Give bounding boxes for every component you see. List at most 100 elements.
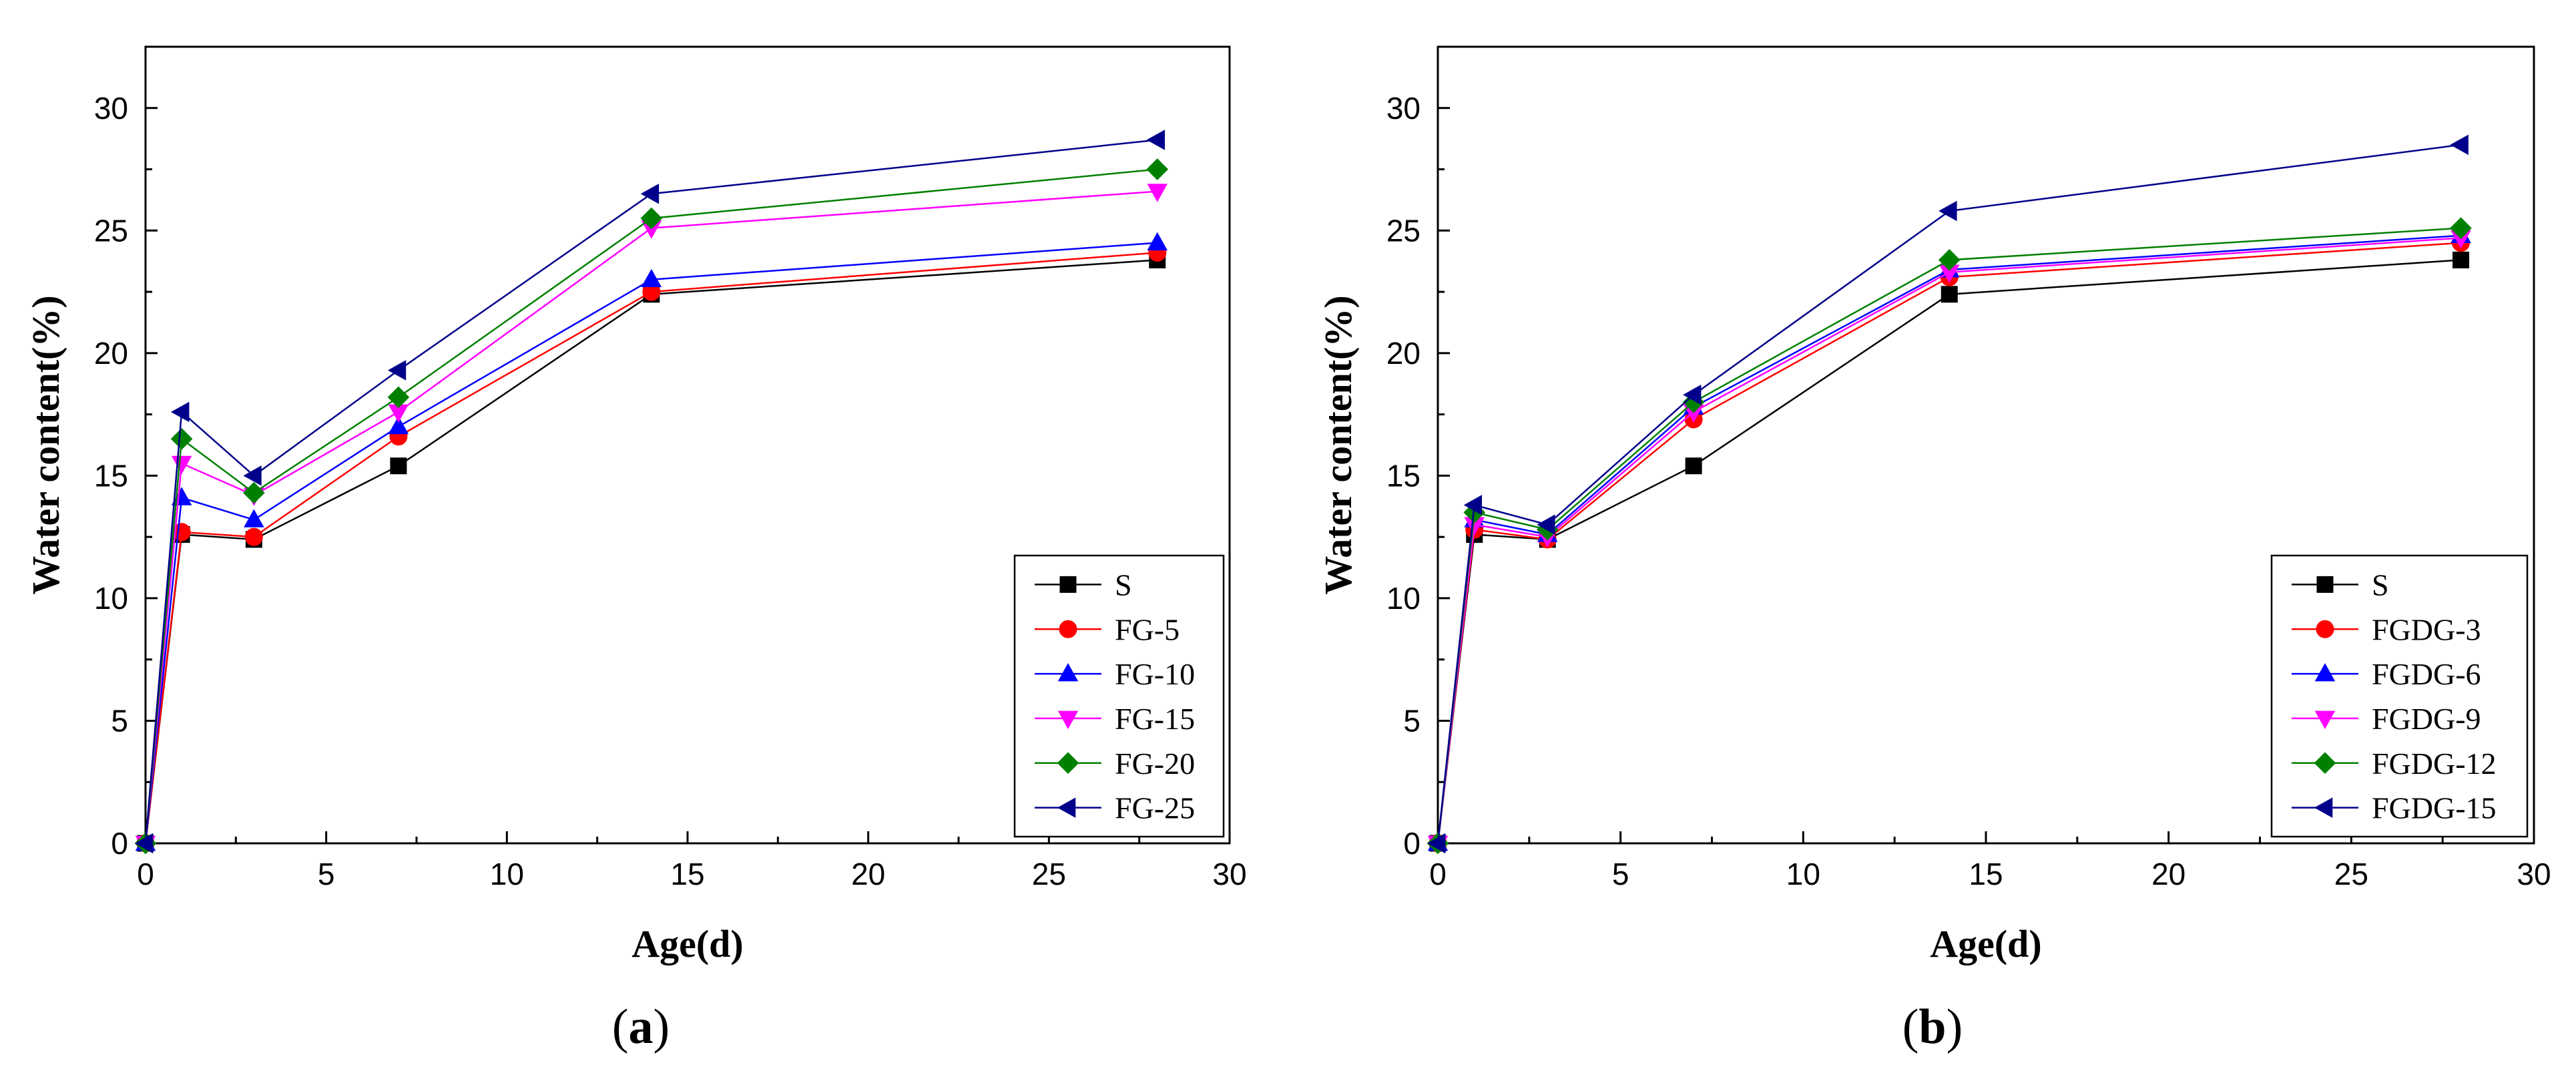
legend-item: FG-15 — [1035, 702, 1195, 736]
data-point — [1938, 249, 1961, 271]
y-tick-label: 20 — [1386, 336, 1421, 371]
legend-item: S — [2292, 568, 2389, 602]
series-FG-20 — [134, 158, 1169, 855]
x-tick-label: 20 — [2151, 857, 2185, 891]
x-tick-label: 20 — [851, 857, 885, 891]
legend-marker — [2314, 752, 2336, 775]
x-tick-label: 25 — [2334, 857, 2368, 891]
y-tick-label: 30 — [1386, 91, 1421, 126]
data-point — [2453, 251, 2470, 268]
data-point — [641, 268, 662, 288]
y-tick-label: 0 — [111, 826, 128, 861]
x-tick-label: 30 — [1212, 857, 1246, 891]
legend-label: S — [1115, 568, 1132, 602]
series-FGDG-15 — [1427, 134, 2469, 854]
legend-marker — [1057, 797, 1076, 818]
legend-item: S — [1035, 568, 1132, 602]
legend-marker — [1059, 620, 1077, 638]
caption-part: ( — [612, 1000, 629, 1054]
data-point — [1147, 232, 1168, 250]
data-point — [244, 527, 263, 546]
data-point — [1537, 514, 1555, 536]
data-point — [243, 481, 265, 504]
series-FG-10 — [135, 232, 1168, 851]
legend-marker — [2316, 576, 2334, 593]
data-point — [390, 457, 407, 475]
data-point — [640, 207, 663, 230]
x-tick-label: 10 — [490, 857, 524, 891]
x-tick-label: 0 — [1429, 857, 1447, 891]
legend-item: FG-20 — [1035, 746, 1195, 781]
x-axis-title: Age(d) — [631, 922, 744, 966]
panel-a: 0 5 10 15 20 25 30 0 5 10 15 20 25 30 Age(d) Water cont… — [24, 45, 1247, 1054]
y-tick-label: 20 — [94, 336, 128, 371]
panel-caption: (b) — [1902, 1000, 1963, 1054]
legend-item: FG-25 — [1035, 791, 1195, 825]
legend-marker — [2314, 663, 2336, 682]
legend-item: FG-5 — [1035, 612, 1180, 646]
legend-item: FG-10 — [1035, 657, 1195, 691]
data-point — [1463, 495, 1483, 515]
y-tick-label: 25 — [94, 213, 128, 248]
y-tick-label: 25 — [1386, 213, 1421, 248]
series-line — [144, 259, 1157, 844]
x-tick-label: 5 — [1612, 857, 1629, 891]
y-tick-label: 10 — [1386, 581, 1421, 616]
x-tick-label: 15 — [670, 857, 704, 891]
caption-part: b — [1918, 1000, 1946, 1054]
series-line — [144, 139, 1157, 844]
legend-marker — [2314, 710, 2336, 729]
legend-marker — [2314, 797, 2333, 818]
x-tick-label: 0 — [137, 857, 154, 891]
series-line — [144, 168, 1157, 844]
data-point — [640, 183, 660, 204]
y-tick-label: 10 — [94, 581, 128, 616]
data-point — [2450, 134, 2469, 156]
legend-label: FG-5 — [1115, 612, 1180, 646]
panel-caption: (a) — [612, 1000, 670, 1054]
data-point — [1147, 184, 1168, 202]
legend-label: FG-10 — [1115, 657, 1195, 691]
legend: S FGDG-3 FGDG-6 FGDG-9 FGDG-12 FGDG-15 — [2270, 554, 2529, 838]
legend-box — [1013, 554, 1225, 838]
legend-label: FG-15 — [1115, 702, 1195, 736]
series-line — [144, 190, 1157, 844]
data-point — [388, 415, 409, 435]
legend-box — [2270, 554, 2529, 838]
x-tick-label: 30 — [2517, 857, 2551, 891]
data-point — [243, 465, 262, 486]
panel-b: 0 5 10 15 20 25 30 0 5 10 15 20 25 30 Age(d) Water cont… — [1316, 45, 2551, 1054]
legend-label: FGDG-12 — [2372, 746, 2497, 781]
data-point — [1683, 384, 1702, 405]
y-tick-label: 5 — [1403, 703, 1421, 738]
legend-label: FGDG-9 — [2372, 702, 2481, 736]
x-axis-title: Age(d) — [1930, 922, 2042, 966]
series-line — [1437, 237, 2461, 844]
data-point — [170, 428, 193, 450]
legend-item: FGDG-9 — [2292, 702, 2481, 736]
caption-part: ) — [654, 1000, 670, 1054]
legend-marker — [2316, 620, 2334, 638]
y-axis-title: Water content(%) — [24, 295, 67, 594]
legend-item: FGDG-3 — [2292, 612, 2481, 646]
x-tick-label: 5 — [318, 857, 335, 891]
data-point — [387, 386, 410, 409]
data-point — [134, 833, 154, 854]
legend-marker — [1057, 710, 1079, 729]
series-FG-25 — [134, 130, 1166, 854]
data-point — [171, 455, 192, 475]
legend-label: FGDG-6 — [2372, 657, 2481, 691]
series-FG-5 — [136, 243, 1167, 853]
series-line — [1437, 144, 2461, 844]
x-tick-label: 25 — [1032, 857, 1066, 891]
data-point — [387, 360, 407, 381]
legend-label: FG-20 — [1115, 746, 1195, 781]
data-point — [1146, 130, 1166, 150]
legend-item: FGDG-12 — [2292, 746, 2497, 781]
caption-part: ) — [1947, 1000, 1963, 1054]
y-axis-title: Water content(%) — [1316, 295, 1360, 594]
series-S — [137, 251, 1166, 852]
data-point — [2450, 217, 2472, 239]
y-tick-label: 15 — [94, 458, 128, 493]
